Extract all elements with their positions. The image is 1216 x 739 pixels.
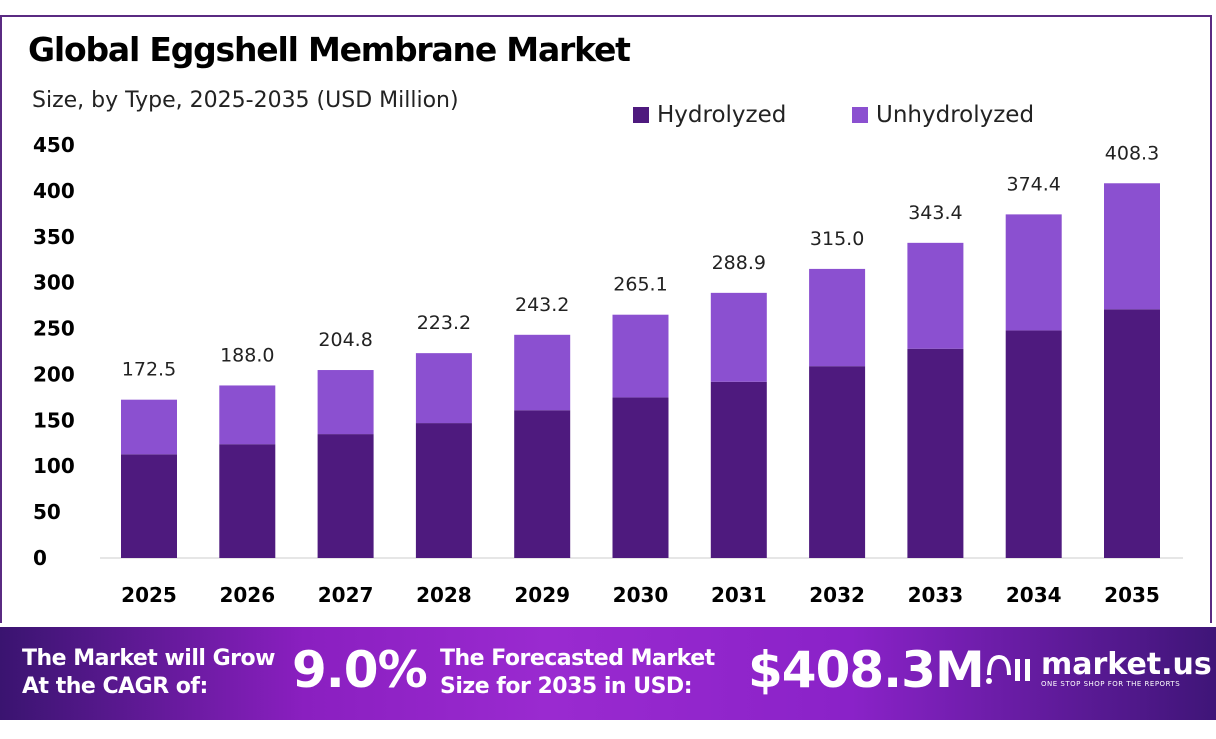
forecast-value: $408.3M <box>748 641 985 699</box>
x-tick-label: 2026 <box>219 583 275 607</box>
legend-item-unhydrolyzed: Unhydrolyzed <box>852 102 1034 128</box>
chart-subtitle: Size, by Type, 2025-2035 (USD Million) <box>32 88 459 113</box>
y-tick-label: 250 <box>33 317 75 341</box>
bar-unhydrolyzed-2025 <box>121 399 177 455</box>
logo-name: market.us <box>1041 647 1212 682</box>
y-tick-label: 200 <box>33 362 75 386</box>
legend-swatch <box>633 107 649 123</box>
x-tick-label: 2033 <box>908 583 964 607</box>
bar-unhydrolyzed-2029 <box>514 334 571 411</box>
bar-unhydrolyzed-2032 <box>809 268 866 367</box>
y-tick-label: 450 <box>33 133 75 157</box>
bar-hydrolyzed-2035 <box>1104 309 1160 558</box>
bar-unhydrolyzed-2031 <box>710 292 767 382</box>
bar-hydrolyzed-2032 <box>809 366 866 558</box>
bar-unhydrolyzed-2027 <box>317 370 374 435</box>
x-tick-label: 2035 <box>1104 583 1160 607</box>
x-tick-label: 2030 <box>613 583 669 607</box>
bar-unhydrolyzed-2033 <box>907 242 964 349</box>
bar-hydrolyzed-2025 <box>121 454 177 558</box>
chart-title: Global Eggshell Membrane Market <box>28 30 631 69</box>
cagr-label-line1: The Market will Grow <box>22 646 275 671</box>
cagr-label: The Market will Grow At the CAGR of: <box>22 645 275 701</box>
y-tick-label: 350 <box>33 225 75 249</box>
bar-hydrolyzed-2027 <box>317 434 374 558</box>
market-us-logo: market.us ONE STOP SHOP FOR THE REPORTS <box>985 649 1212 689</box>
y-tick-label: 150 <box>33 408 75 432</box>
data-label-total: 265.1 <box>613 274 667 296</box>
bar-hydrolyzed-2033 <box>907 348 964 558</box>
bar-unhydrolyzed-2026 <box>219 385 276 445</box>
x-tick-label: 2034 <box>1006 583 1062 607</box>
data-label-total: 223.2 <box>417 312 471 334</box>
y-tick-label: 300 <box>33 271 75 295</box>
x-tick-label: 2027 <box>318 583 374 607</box>
forecast-label-line1: The Forecasted Market <box>440 646 715 671</box>
logo-icon <box>986 654 1030 684</box>
bar-hydrolyzed-2026 <box>219 444 276 558</box>
legend-label: Unhydrolyzed <box>876 102 1035 128</box>
bar-unhydrolyzed-2028 <box>415 353 472 424</box>
data-label-total: 315.0 <box>810 228 864 250</box>
data-label-total: 188.0 <box>220 344 274 366</box>
bar-hydrolyzed-2034 <box>1005 330 1062 558</box>
legend-item-hydrolyzed: Hydrolyzed <box>633 102 786 128</box>
legend-swatch <box>852 107 868 123</box>
bar-chart: 0 50 100 150 200 250 300 350 400 450 172.5 2025 188.… <box>33 133 1183 607</box>
data-label-total: 172.5 <box>122 359 176 381</box>
cagr-label-line2: At the CAGR of: <box>22 674 208 699</box>
x-tick-label: 2025 <box>121 583 177 607</box>
chart-frame <box>0 15 1212 623</box>
bar-unhydrolyzed-2030 <box>612 314 669 398</box>
bar-hydrolyzed-2031 <box>710 381 767 558</box>
bar-unhydrolyzed-2034 <box>1005 214 1062 331</box>
y-tick-label: 0 <box>33 546 47 570</box>
forecast-label-line2: Size for 2035 in USD: <box>440 674 692 699</box>
legend-label: Hydrolyzed <box>657 102 787 128</box>
x-tick-label: 2031 <box>711 583 767 607</box>
forecast-label: The Forecasted Market Size for 2035 in U… <box>440 645 715 701</box>
bar-hydrolyzed-2028 <box>415 423 472 558</box>
y-tick-label: 50 <box>33 500 61 524</box>
data-label-total: 408.3 <box>1105 142 1159 164</box>
data-label-total: 288.9 <box>712 252 766 274</box>
bar-unhydrolyzed-2035 <box>1104 183 1160 310</box>
bar-hydrolyzed-2029 <box>514 410 571 558</box>
data-label-total: 343.4 <box>908 202 962 224</box>
data-label-total: 374.4 <box>1006 173 1060 195</box>
data-label-total: 204.8 <box>318 329 372 351</box>
x-tick-label: 2032 <box>809 583 865 607</box>
bar-hydrolyzed-2030 <box>612 397 669 558</box>
cagr-value: 9.0% <box>292 641 428 699</box>
data-label-total: 243.2 <box>515 294 569 316</box>
y-tick-label: 100 <box>33 454 75 478</box>
x-tick-label: 2028 <box>416 583 472 607</box>
y-tick-label: 400 <box>33 179 75 203</box>
summary-banner: The Market will Grow At the CAGR of: 9.0… <box>0 627 1216 720</box>
logo-tagline: ONE STOP SHOP FOR THE REPORTS <box>1041 680 1181 688</box>
x-tick-label: 2029 <box>514 583 570 607</box>
